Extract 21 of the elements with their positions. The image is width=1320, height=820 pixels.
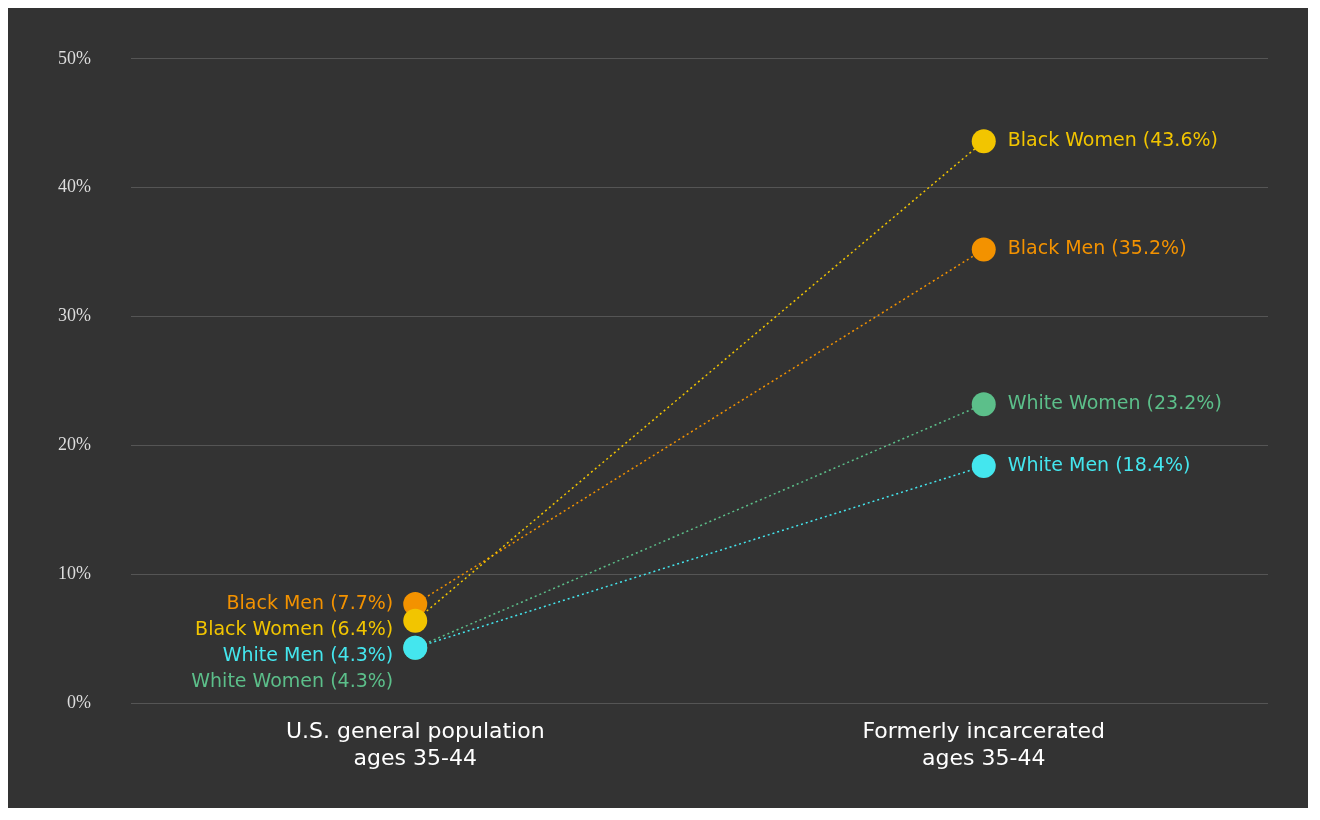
x-tick-label: U.S. general population ages 35-44 bbox=[285, 718, 545, 770]
x-tick-label: Formerly incarcerated ages 35-44 bbox=[862, 718, 1106, 770]
y-tick-label: 50% bbox=[57, 47, 91, 68]
data-label: Black Women (6.4%) bbox=[195, 616, 394, 639]
data-label: White Men (18.4%) bbox=[1007, 453, 1191, 475]
y-tick-label: 0% bbox=[66, 691, 91, 712]
data-label: Black Women (43.6%) bbox=[1007, 128, 1218, 151]
y-tick-label: 40% bbox=[57, 176, 91, 197]
y-tick-label: 20% bbox=[57, 434, 91, 455]
y-tick-label: 10% bbox=[57, 563, 91, 584]
point bbox=[971, 129, 996, 154]
point bbox=[971, 237, 996, 262]
point bbox=[971, 392, 996, 417]
data-label: Black Men (35.2%) bbox=[1007, 236, 1187, 259]
data-label: Black Men (7.7%) bbox=[226, 590, 394, 613]
point bbox=[403, 608, 428, 633]
data-label: White Women (23.2%) bbox=[1007, 391, 1222, 414]
point bbox=[971, 454, 996, 479]
data-label: White Women (4.3%) bbox=[191, 668, 394, 691]
y-tick-label: 30% bbox=[57, 305, 91, 326]
data-label: White Men (4.3%) bbox=[222, 642, 394, 665]
